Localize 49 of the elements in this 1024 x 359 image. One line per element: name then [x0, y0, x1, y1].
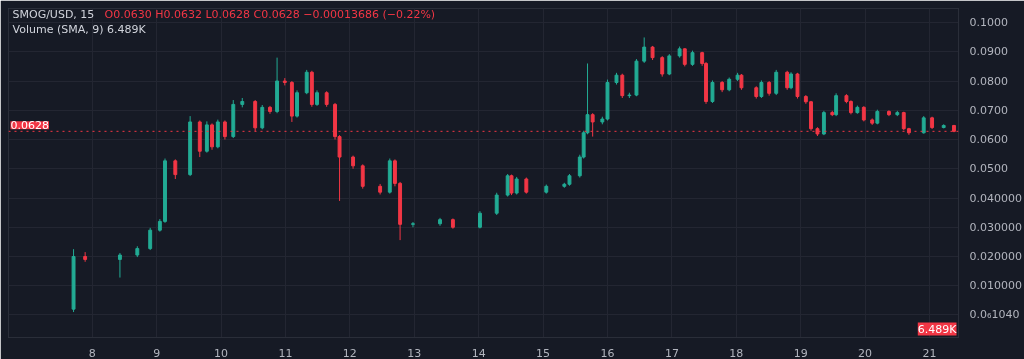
candlestick	[83, 251, 88, 263]
y-tick-label: 0.0500	[969, 162, 1008, 176]
candlestick	[360, 163, 365, 190]
candlestick	[821, 110, 826, 136]
candlestick	[173, 158, 178, 180]
annotation: Volume (SMA, 9) 6.489K	[12, 22, 147, 36]
x-tick-label: 8	[88, 346, 96, 359]
x-tick-label: 17	[664, 346, 679, 359]
x-tick-label: 20	[858, 346, 873, 359]
x-tick-label: 21	[922, 346, 937, 359]
y-tick-label: 0.0₆1040	[969, 308, 1020, 322]
y-tick-label: 0.0600	[969, 133, 1008, 147]
x-tick-label: 13	[407, 346, 422, 359]
y-tick-label: 0.0900	[969, 45, 1008, 59]
candlestick	[795, 72, 800, 100]
candlestick	[411, 221, 415, 228]
x-tick-label: 16	[600, 346, 615, 359]
x-tick-label: 14	[471, 346, 486, 359]
candlestick	[710, 79, 715, 104]
y-tick-label: 0.020000	[969, 249, 1022, 263]
y-tick-label: 0.010000	[969, 279, 1022, 293]
y-tick-label: 0.1000	[969, 16, 1008, 30]
chart-subtitle: O0.0630 H0.0632 L0.0628 C0.0628 −0.00013686 (−0.22%)	[104, 7, 436, 21]
y-tick-label: 0.0700	[969, 103, 1008, 117]
x-tick-label: 19	[793, 346, 808, 359]
candlestick	[774, 69, 779, 96]
ref-line-label: 0.0628	[10, 119, 49, 133]
candlestick	[642, 36, 647, 64]
candlestick	[620, 73, 625, 99]
x-tick-label: 9	[153, 346, 161, 359]
annotation: 6.489K	[917, 322, 958, 336]
x-tick-label: 18	[729, 346, 744, 359]
candlestick	[304, 69, 309, 95]
candlestick	[295, 89, 299, 119]
x-tick-label: 15	[536, 346, 551, 359]
candlestick	[117, 252, 122, 279]
candlestick	[682, 47, 687, 67]
y-tick-label: 0.0800	[969, 74, 1008, 88]
candlestick	[834, 92, 839, 117]
chart-title: SMOG/USD, 15	[12, 7, 95, 21]
x-tick-label: 11	[278, 346, 293, 359]
candlestick	[660, 55, 665, 78]
candlestick	[148, 227, 153, 251]
candlestick	[494, 192, 499, 216]
x-tick-label: 12	[342, 346, 357, 359]
candlestick	[260, 104, 265, 130]
y-tick-label: 0.040000	[969, 191, 1022, 205]
y-tick-label: 0.030000	[969, 220, 1022, 234]
x-tick-label: 10	[214, 346, 229, 359]
